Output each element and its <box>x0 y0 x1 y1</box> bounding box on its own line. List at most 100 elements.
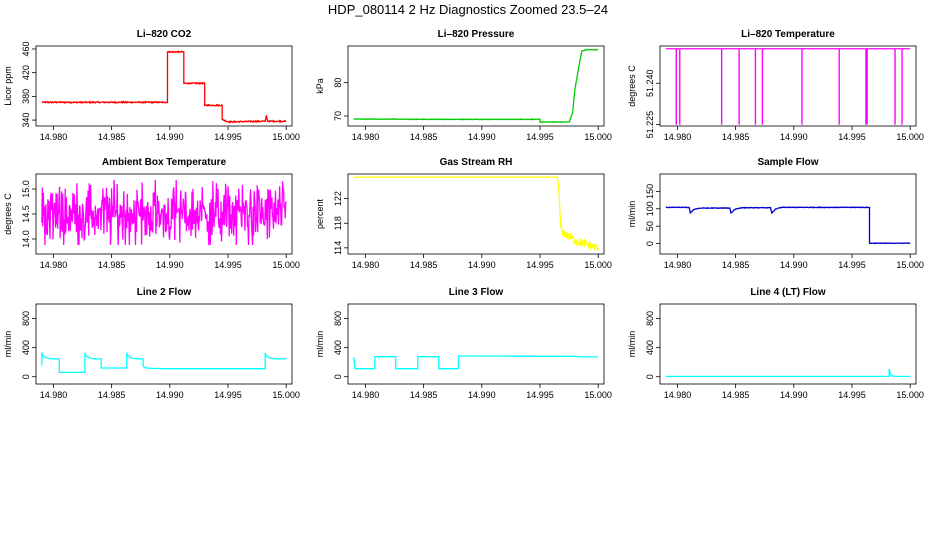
plot-frame <box>347 45 605 127</box>
series-group <box>41 179 287 246</box>
x-tick-label: 14.995 <box>526 390 554 400</box>
series-line <box>41 179 287 246</box>
x-tick-label: 14.985 <box>722 132 750 142</box>
y-tick-label: 118 <box>333 216 343 230</box>
panel-title: Line 3 Flow <box>449 287 504 298</box>
y-tick-label: 400 <box>21 340 31 355</box>
y-axis-label: ml/min <box>315 331 325 358</box>
panel-title: Li–820 Temperature <box>741 29 835 40</box>
series-group <box>353 176 599 251</box>
x-tick-label: 14.990 <box>468 132 496 142</box>
panel-title: Line 2 Flow <box>137 287 192 298</box>
y-tick-label: 51.225 <box>645 111 655 139</box>
chart-panel-6: Sample Flow 14.980 14.985 14.990 14.995 15.00… <box>627 157 924 270</box>
x-tick-label: 14.990 <box>780 390 808 400</box>
x-tick-label: 14.985 <box>98 260 126 270</box>
x-tick-label: 14.985 <box>410 132 438 142</box>
chart-panel-8: Line 3 Flow 14.980 14.985 14.990 14.995 15.00… <box>315 287 612 400</box>
plot-frame <box>659 173 917 255</box>
y-tick-label: 400 <box>645 340 655 355</box>
x-tick-label: 14.985 <box>410 260 438 270</box>
y-tick-label: 800 <box>333 311 343 326</box>
x-tick-label: 14.980 <box>40 260 68 270</box>
y-axis-label: degrees C <box>627 65 637 107</box>
chart-panel-9: Line 4 (LT) Flow 14.980 14.985 14.990 14.995… <box>627 287 924 400</box>
series-line <box>41 50 287 124</box>
y-tick-label: 380 <box>21 89 31 104</box>
chart-panel-5: Gas Stream RH 14.980 14.985 14.990 14.995 15.… <box>315 157 612 270</box>
x-tick-label: 14.985 <box>410 390 438 400</box>
panel-title: Gas Stream RH <box>440 157 513 168</box>
series-group <box>41 352 287 374</box>
x-tick-label: 15.000 <box>584 260 612 270</box>
y-tick-label: 0 <box>333 374 343 379</box>
chart-panel-7: Line 2 Flow 14.980 14.985 14.990 14.995 15.00… <box>3 287 300 400</box>
x-tick-label: 14.995 <box>214 260 242 270</box>
panel-title: Li–820 Pressure <box>438 29 515 40</box>
y-tick-label: 15.0 <box>21 180 31 198</box>
x-tick-label: 15.000 <box>584 132 612 142</box>
y-tick-label: 400 <box>333 340 343 355</box>
x-tick-label: 14.990 <box>156 260 184 270</box>
chart-panel-2: Li–820 Pressure 14.980 14.985 14.990 14.995 1… <box>315 29 612 142</box>
x-tick-label: 14.980 <box>40 390 68 400</box>
y-axis-label: degrees C <box>3 193 13 235</box>
y-tick-label: 150 <box>645 184 655 199</box>
y-axis-label: Licor ppm <box>3 66 13 106</box>
series-group <box>665 48 911 125</box>
x-tick-label: 14.980 <box>664 132 692 142</box>
panel-title: Sample Flow <box>757 157 818 168</box>
x-tick-label: 15.000 <box>584 390 612 400</box>
plot-frame <box>35 303 293 385</box>
series-group <box>41 50 287 124</box>
plot-frame <box>35 45 293 127</box>
series-line <box>353 48 599 124</box>
x-tick-label: 15.000 <box>272 260 300 270</box>
series-group <box>665 206 911 245</box>
panel-title: Line 4 (LT) Flow <box>750 287 826 298</box>
series-line <box>353 176 599 251</box>
x-tick-label: 14.990 <box>780 260 808 270</box>
y-tick-label: 800 <box>21 311 31 326</box>
y-axis-label: ml/min <box>627 331 637 358</box>
plot-frame <box>659 303 917 385</box>
y-axis-label: percent <box>315 198 325 229</box>
plot-frame <box>347 173 605 255</box>
x-tick-label: 14.985 <box>722 260 750 270</box>
y-tick-label: 100 <box>645 201 655 216</box>
x-tick-label: 15.000 <box>896 260 924 270</box>
x-tick-label: 14.995 <box>838 390 866 400</box>
chart-panel-4: Ambient Box Temperature 14.980 14.985 14.99… <box>3 157 300 270</box>
x-tick-label: 14.995 <box>526 260 554 270</box>
x-tick-label: 14.995 <box>838 260 866 270</box>
x-tick-label: 14.980 <box>664 390 692 400</box>
y-tick-label: 420 <box>21 65 31 80</box>
series-group <box>665 368 911 378</box>
y-tick-label: 460 <box>21 41 31 56</box>
series-line <box>665 206 911 245</box>
x-tick-label: 14.990 <box>780 132 808 142</box>
y-axis-label: kPa <box>315 78 325 94</box>
x-tick-label: 14.980 <box>352 260 380 270</box>
x-tick-label: 15.000 <box>272 132 300 142</box>
x-tick-label: 14.980 <box>664 260 692 270</box>
chart-panel-3: Li–820 Temperature 14.980 14.985 14.990 14.9… <box>627 29 924 142</box>
y-tick-label: 70 <box>333 111 343 121</box>
x-tick-label: 14.995 <box>526 132 554 142</box>
x-tick-label: 14.980 <box>352 390 380 400</box>
x-tick-label: 14.990 <box>468 260 496 270</box>
y-tick-label: 800 <box>645 311 655 326</box>
x-tick-label: 14.980 <box>40 132 68 142</box>
figure-title: HDP_080114 2 Hz Diagnostics Zoomed 23.5–… <box>328 2 608 17</box>
y-tick-label: 122 <box>333 191 343 206</box>
y-axis-label: ml/min <box>627 201 637 228</box>
y-tick-label: 51.240 <box>645 69 655 97</box>
x-tick-label: 14.990 <box>468 390 496 400</box>
y-tick-label: 114 <box>333 241 343 255</box>
x-tick-label: 14.995 <box>838 132 866 142</box>
panel-title: Li–820 CO2 <box>137 29 192 40</box>
y-tick-label: 0 <box>645 374 655 379</box>
y-tick-label: 14.5 <box>21 205 31 223</box>
series-group <box>353 355 599 370</box>
